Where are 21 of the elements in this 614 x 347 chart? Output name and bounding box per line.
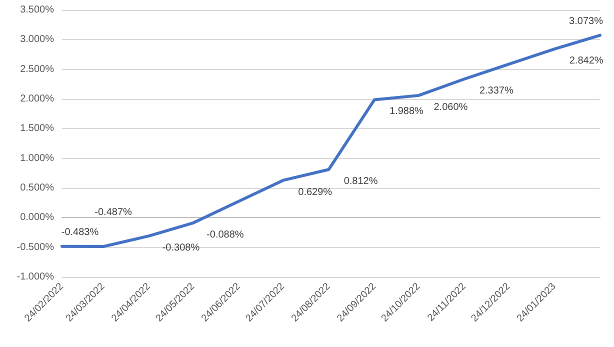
- data-label: 2.337%: [479, 86, 514, 97]
- data-label: -0.483%: [61, 226, 99, 238]
- data-label: -0.088%: [206, 229, 244, 240]
- y-tick-label: 3.000%: [20, 34, 54, 46]
- y-tick-label: -1.000%: [16, 272, 54, 282]
- y-tick-label: 1.000%: [20, 152, 54, 164]
- data-label: 0.812%: [344, 176, 378, 187]
- data-label: 0.629%: [298, 186, 332, 198]
- y-tick-label: 1.500%: [20, 123, 54, 134]
- data-label: -0.487%: [94, 207, 132, 218]
- data-label: -0.308%: [162, 242, 200, 254]
- data-label: 1.988%: [390, 106, 424, 118]
- y-tick-label: 0.500%: [20, 182, 54, 194]
- y-tick-label: 2.000%: [20, 94, 54, 104]
- data-label: 3.073%: [569, 16, 604, 27]
- y-tick-label: -0.500%: [16, 242, 54, 253]
- y-tick-label: 2.500%: [20, 64, 54, 75]
- y-tick-label: 0.000%: [20, 212, 54, 224]
- y-tick-label: 3.500%: [20, 4, 54, 16]
- data-label: 2.842%: [569, 56, 604, 67]
- data-label: 2.060%: [434, 102, 468, 113]
